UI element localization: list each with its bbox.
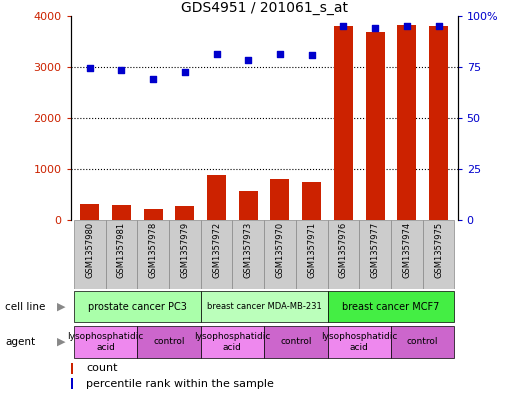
Bar [327,290,454,322]
Point [180,69,189,75]
Text: GSM1357971: GSM1357971 [307,222,316,278]
Text: GSM1357981: GSM1357981 [117,222,126,278]
Bar [106,220,137,289]
Bar [201,326,264,358]
Text: control: control [153,338,185,346]
Bar [201,220,232,289]
Point [371,25,379,31]
Bar [397,25,416,220]
Bar [232,220,264,289]
Text: breast cancer MDA-MB-231: breast cancer MDA-MB-231 [207,302,322,311]
Bar [74,326,137,358]
Bar [74,220,106,289]
Bar [169,220,201,289]
Text: prostate cancer PC3: prostate cancer PC3 [88,301,187,312]
Text: lysophosphatidic
acid: lysophosphatidic acid [321,332,397,352]
Bar [366,32,384,220]
Title: GDS4951 / 201061_s_at: GDS4951 / 201061_s_at [180,1,348,15]
Point [149,76,157,82]
Text: breast cancer MCF7: breast cancer MCF7 [343,301,440,312]
Bar [391,220,423,289]
Bar [327,220,359,289]
Point [435,23,443,29]
Bar [137,326,201,358]
Point [308,51,316,58]
Text: GSM1357980: GSM1357980 [85,222,94,278]
Bar [144,209,163,220]
Bar [429,26,448,220]
Text: GSM1357979: GSM1357979 [180,222,189,278]
Text: GSM1357976: GSM1357976 [339,222,348,278]
Point [85,65,94,71]
Bar [264,326,327,358]
Bar [296,220,327,289]
Text: GSM1357970: GSM1357970 [276,222,285,278]
Bar [207,175,226,220]
Point [403,23,411,29]
Text: GSM1357972: GSM1357972 [212,222,221,278]
Bar [238,191,258,220]
Text: GSM1357977: GSM1357977 [371,222,380,278]
Text: lysophosphatidic
acid: lysophosphatidic acid [194,332,270,352]
Point [244,57,253,63]
Text: count: count [86,364,118,373]
Bar [112,205,131,220]
Bar [74,290,201,322]
Bar [71,363,73,374]
Bar [391,326,454,358]
Bar [423,220,454,289]
Bar [302,182,321,220]
Point [276,50,284,57]
Text: cell line: cell line [5,301,46,312]
Bar [334,26,353,220]
Text: GSM1357978: GSM1357978 [149,222,157,278]
Bar [137,220,169,289]
Text: control: control [280,338,312,346]
Bar [359,220,391,289]
Bar [270,179,290,220]
Point [339,23,348,29]
Text: GSM1357975: GSM1357975 [434,222,443,278]
Bar [175,206,195,220]
Bar [71,378,73,389]
Text: control: control [407,338,438,346]
Text: lysophosphatidic
acid: lysophosphatidic acid [67,332,144,352]
Bar [201,290,327,322]
Text: percentile rank within the sample: percentile rank within the sample [86,379,274,389]
Text: ▶: ▶ [57,337,65,347]
Bar [327,326,391,358]
Bar [80,204,99,220]
Text: GSM1357974: GSM1357974 [402,222,412,278]
Text: GSM1357973: GSM1357973 [244,222,253,278]
Point [212,50,221,57]
Text: agent: agent [5,337,36,347]
Point [117,67,126,73]
Bar [264,220,296,289]
Text: ▶: ▶ [57,301,65,312]
